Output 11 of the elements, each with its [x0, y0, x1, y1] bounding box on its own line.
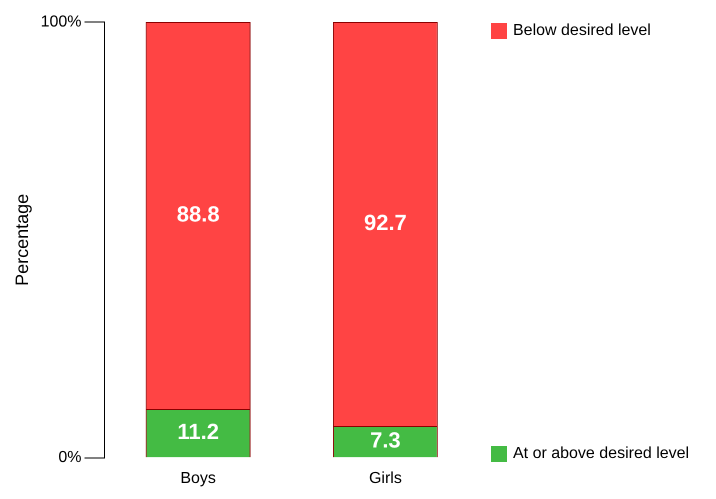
- data-label: 92.7: [364, 210, 407, 236]
- y-tick-label: 0%: [58, 449, 82, 466]
- data-label: 7.3: [370, 428, 401, 453]
- data-label: 11.2: [177, 419, 219, 444]
- y-tick-label: 100%: [40, 13, 82, 30]
- legend-label: Below desired level: [513, 22, 651, 40]
- data-label: 88.8: [176, 202, 220, 227]
- x-tick-label: Boys: [180, 470, 216, 487]
- x-tick-label: Girls: [368, 470, 402, 487]
- legend-label: At or above desired level: [513, 445, 690, 463]
- y-axis-title: Percentage: [12, 194, 32, 286]
